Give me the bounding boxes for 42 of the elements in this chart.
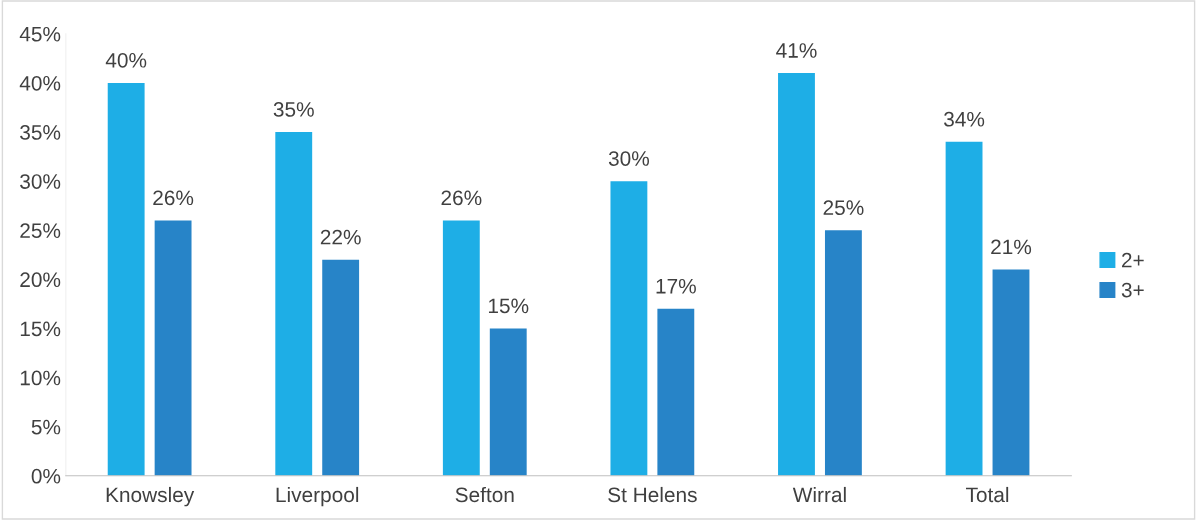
bar — [824, 230, 862, 476]
y-tick-label: 5% — [31, 419, 61, 435]
bar — [778, 73, 815, 476]
bar — [992, 269, 1030, 476]
data-label: 21% — [991, 239, 1032, 255]
y-tick-label: 15% — [20, 321, 61, 337]
data-label: 26% — [441, 190, 482, 206]
x-tick-label: Knowsley — [106, 486, 195, 507]
x-tick-label: Sefton — [455, 486, 514, 503]
data-label: 17% — [656, 278, 696, 294]
bar — [945, 141, 983, 476]
y-tick-label: 20% — [20, 272, 61, 288]
y-tick-label: 10% — [20, 370, 61, 386]
bar — [610, 181, 648, 476]
y-tick-label: 25% — [20, 223, 61, 238]
legend-label: 2+ — [1122, 252, 1144, 268]
y-tick-label: 35% — [20, 125, 61, 140]
bar — [489, 328, 527, 476]
data-label: 15% — [488, 298, 529, 314]
bar — [442, 220, 480, 476]
y-tick-label: 30% — [20, 174, 61, 189]
data-label: 30% — [608, 151, 650, 166]
x-tick-label: Wirral — [792, 486, 846, 503]
data-label: 34% — [944, 111, 985, 127]
bar — [107, 82, 145, 476]
y-tick-label: 45% — [19, 26, 61, 42]
y-tick-label: 0% — [31, 468, 61, 484]
data-label: 22% — [320, 229, 361, 245]
x-tick-label: Liverpool — [276, 486, 359, 507]
data-label: 40% — [105, 52, 147, 68]
bar — [657, 308, 695, 476]
data-label: 41% — [776, 43, 817, 58]
bar — [322, 259, 360, 476]
x-tick-label: St Helens — [608, 486, 697, 503]
data-label: 35% — [273, 102, 314, 117]
x-tick-label: Total — [966, 486, 1009, 503]
y-tick-label: 40% — [19, 75, 61, 91]
data-label: 26% — [153, 190, 194, 206]
data-label: 25% — [823, 200, 864, 216]
bar — [275, 132, 313, 476]
legend-label: 3+ — [1121, 282, 1144, 298]
bar — [154, 220, 192, 476]
